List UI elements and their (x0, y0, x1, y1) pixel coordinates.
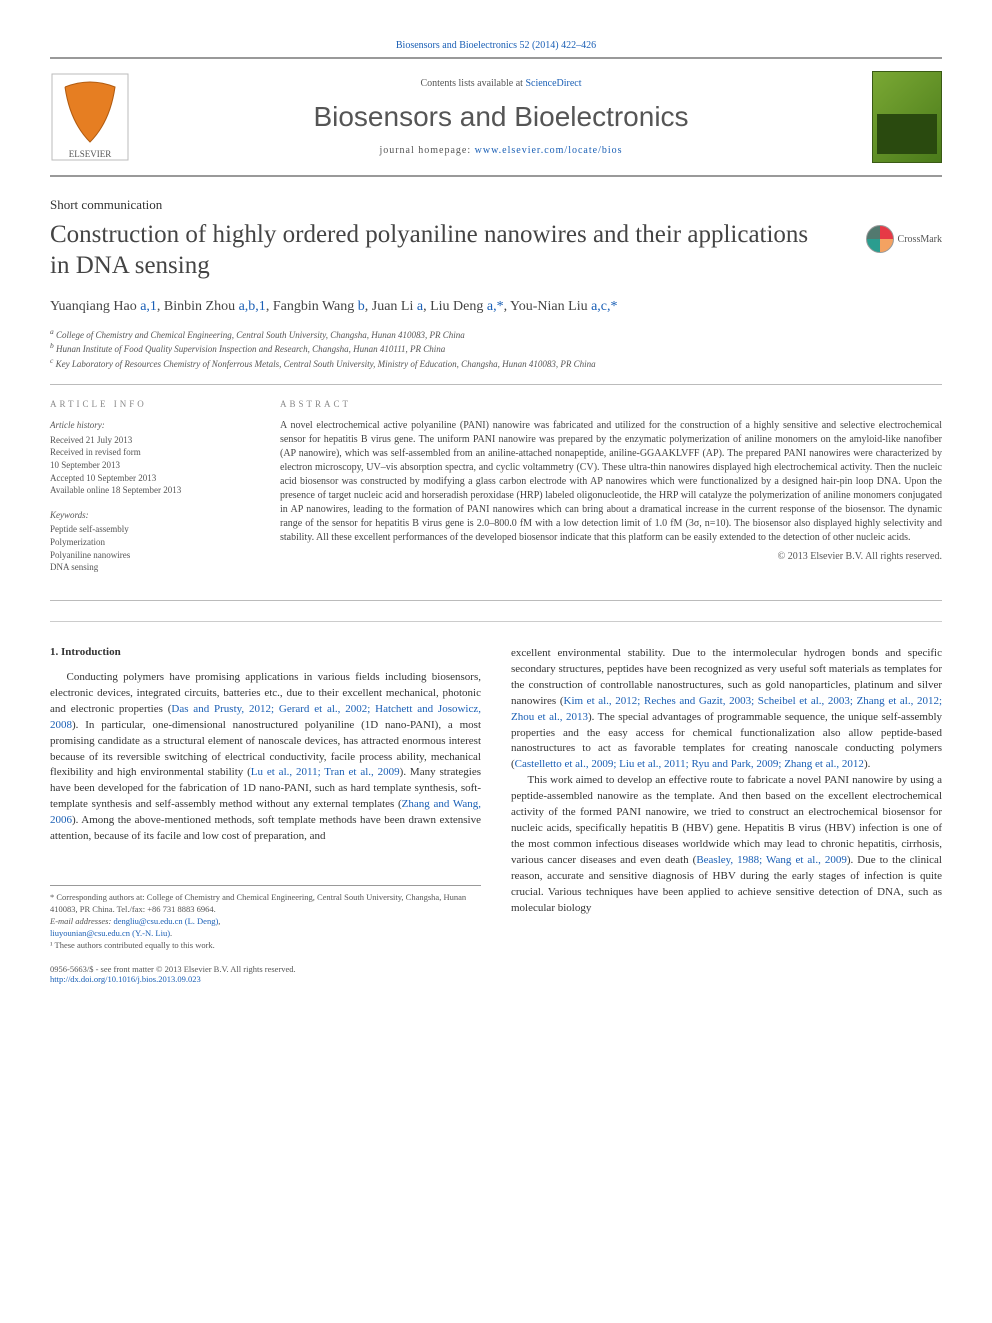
contents-line: Contents lists available at ScienceDirec… (130, 78, 872, 89)
abstract-copyright: © 2013 Elsevier B.V. All rights reserved… (280, 551, 942, 562)
journal-reference: Biosensors and Bioelectronics 52 (2014) … (50, 40, 942, 51)
front-matter-line: 0956-5663/$ - see front matter © 2013 El… (50, 964, 481, 974)
body-paragraph: Conducting polymers have promising appli… (50, 670, 481, 845)
abstract-heading: ABSTRACT (280, 399, 942, 409)
email-link[interactable]: liuyounian@csu.edu.cn (Y.-N. Liu) (50, 928, 170, 938)
author-aff-link[interactable]: a (417, 299, 423, 314)
svg-text:ELSEVIER: ELSEVIER (69, 149, 112, 159)
corresponding-author-note: * Corresponding authors at: College of C… (50, 892, 481, 916)
keyword: Peptide self-assembly (50, 523, 250, 536)
citation-link[interactable]: Lu et al., 2011; Tran et al., 2009 (251, 766, 400, 778)
article-type: Short communication (50, 197, 942, 213)
crossmark-badge[interactable]: CrossMark (866, 225, 942, 253)
email-link[interactable]: dengliu@csu.edu.cn (L. Deng) (113, 916, 218, 926)
keyword: DNA sensing (50, 561, 250, 574)
article-info-heading: ARTICLE INFO (50, 399, 250, 409)
journal-name: Biosensors and Bioelectronics (130, 101, 872, 133)
author-aff-link[interactable]: a,c,* (591, 299, 617, 314)
section-heading-intro: 1. Introduction (50, 646, 481, 658)
journal-ref-link[interactable]: Biosensors and Bioelectronics 52 (2014) … (396, 40, 596, 51)
crossmark-label: CrossMark (898, 234, 942, 245)
affiliations: a College of Chemistry and Chemical Engi… (50, 327, 942, 371)
author-list: Yuanqiang Hao a,1, Binbin Zhou a,b,1, Fa… (50, 296, 942, 317)
keywords-label: Keywords: (50, 509, 250, 522)
author-aff-link[interactable]: a,b,1 (239, 299, 266, 314)
history-line: Received in revised form (50, 446, 250, 459)
crossmark-icon (866, 225, 894, 253)
journal-cover-thumb (872, 71, 942, 163)
history-line: Accepted 10 September 2013 (50, 472, 250, 485)
footnotes: * Corresponding authors at: College of C… (50, 885, 481, 951)
email-label: E-mail addresses: (50, 916, 113, 926)
abstract-text: A novel electrochemical active polyanili… (280, 419, 942, 545)
history-label: Article history: (50, 419, 250, 432)
journal-header: ELSEVIER Contents lists available at Sci… (50, 63, 942, 171)
history-line: Received 21 July 2013 (50, 434, 250, 447)
history-line: Available online 18 September 2013 (50, 484, 250, 497)
copyright-block: 0956-5663/$ - see front matter © 2013 El… (50, 964, 481, 984)
elsevier-logo: ELSEVIER (50, 72, 130, 162)
homepage-line: journal homepage: www.elsevier.com/locat… (130, 145, 872, 156)
citation-link[interactable]: Castelletto et al., 2009; Liu et al., 20… (515, 758, 864, 770)
equal-contribution-note: ¹ These authors contributed equally to t… (50, 940, 481, 952)
keyword: Polymerization (50, 536, 250, 549)
history-line: 10 September 2013 (50, 459, 250, 472)
citation-link[interactable]: Beasley, 1988; Wang et al., 2009 (696, 854, 847, 866)
doi-link[interactable]: http://dx.doi.org/10.1016/j.bios.2013.09… (50, 974, 201, 984)
body-paragraph: excellent environmental stability. Due t… (511, 646, 942, 774)
author-aff-link[interactable]: b (358, 299, 365, 314)
author-aff-link[interactable]: a,1 (140, 299, 157, 314)
article-title: Construction of highly ordered polyanili… (50, 219, 810, 282)
article-info-left: ARTICLE INFO Article history: Received 2… (50, 399, 250, 586)
body-paragraph: This work aimed to develop an effective … (511, 773, 942, 916)
author-aff-link[interactable]: a,* (487, 299, 504, 314)
homepage-link[interactable]: www.elsevier.com/locate/bios (475, 145, 623, 156)
sciencedirect-link[interactable]: ScienceDirect (525, 78, 581, 89)
keyword: Polyaniline nanowires (50, 549, 250, 562)
